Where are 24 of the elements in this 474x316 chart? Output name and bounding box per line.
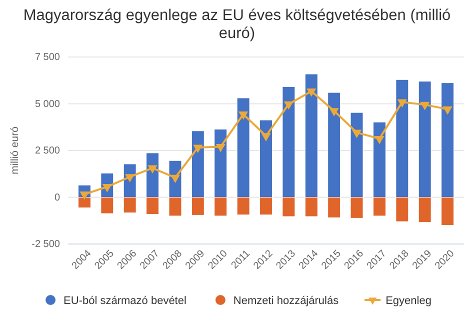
legend-label: EU-ból származó bevétel <box>64 295 186 307</box>
point <box>80 191 90 200</box>
y-tick-label: 5 000 <box>34 98 60 110</box>
legend-label: Nemzeti hozzájárulás <box>233 295 340 307</box>
point <box>352 130 362 138</box>
point <box>442 106 452 115</box>
point <box>420 102 430 110</box>
point <box>329 108 339 116</box>
point <box>397 99 407 108</box>
point <box>261 133 271 142</box>
y-tick-label: -2 500 <box>32 239 60 250</box>
legend-label: Egyenleg <box>386 295 432 307</box>
y-tick-label: 0 <box>54 192 60 204</box>
point <box>284 101 294 110</box>
point <box>238 111 248 120</box>
point <box>216 144 226 152</box>
point <box>148 165 158 174</box>
point <box>193 144 203 154</box>
point <box>374 136 384 144</box>
chart-title: Magyarország egyenlege az EU éves költségvetésében (millió euró) <box>23 7 451 42</box>
y-tick-label: 2 500 <box>34 146 60 157</box>
y-tick-label: 7 500 <box>34 52 60 64</box>
point <box>306 88 316 97</box>
y-axis-title: millió euró <box>9 126 21 174</box>
